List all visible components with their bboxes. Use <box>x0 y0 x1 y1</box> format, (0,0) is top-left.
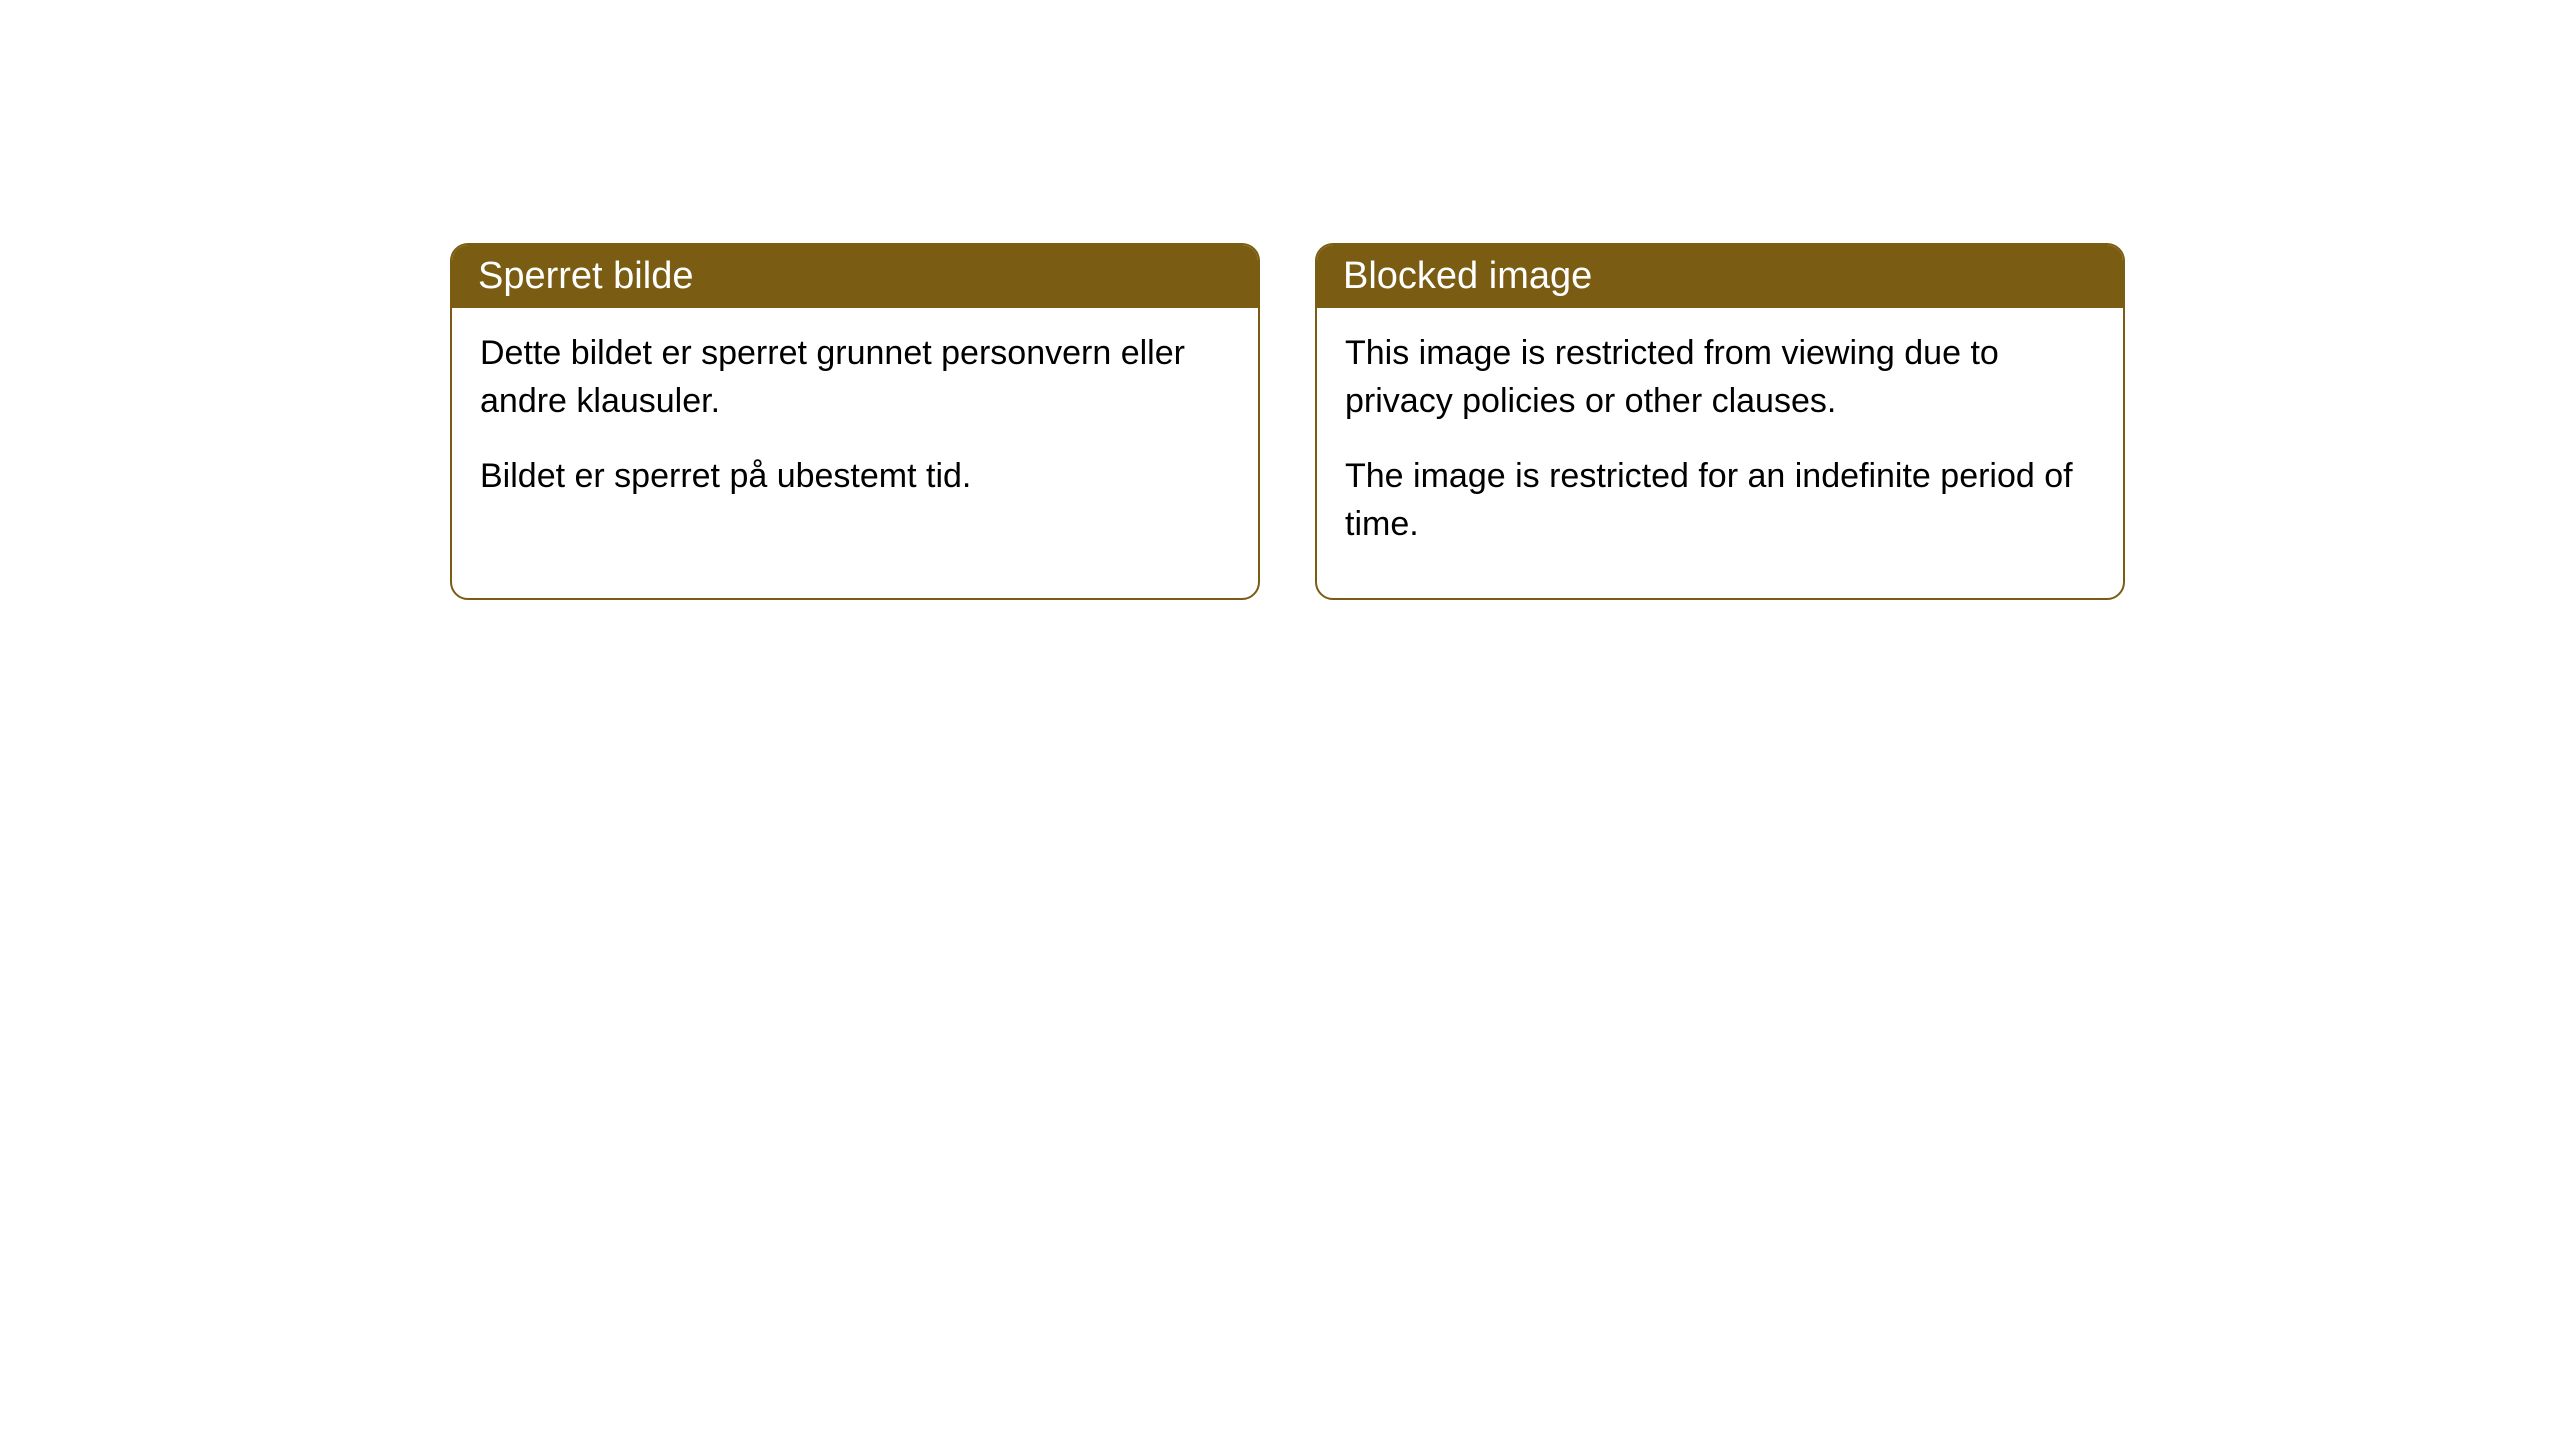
card-body-english: This image is restricted from viewing du… <box>1317 308 2123 598</box>
card-paragraph: The image is restricted for an indefinit… <box>1345 453 2095 548</box>
card-body-norwegian: Dette bildet er sperret grunnet personve… <box>452 308 1258 551</box>
card-paragraph: This image is restricted from viewing du… <box>1345 330 2095 425</box>
card-paragraph: Bildet er sperret på ubestemt tid. <box>480 453 1230 501</box>
notice-card-english: Blocked image This image is restricted f… <box>1315 243 2125 600</box>
card-paragraph: Dette bildet er sperret grunnet personve… <box>480 330 1230 425</box>
card-header-norwegian: Sperret bilde <box>452 245 1258 308</box>
card-title: Blocked image <box>1343 255 1592 297</box>
notice-card-norwegian: Sperret bilde Dette bildet er sperret gr… <box>450 243 1260 600</box>
notice-cards-container: Sperret bilde Dette bildet er sperret gr… <box>0 0 2560 600</box>
card-header-english: Blocked image <box>1317 245 2123 308</box>
card-title: Sperret bilde <box>478 255 693 297</box>
